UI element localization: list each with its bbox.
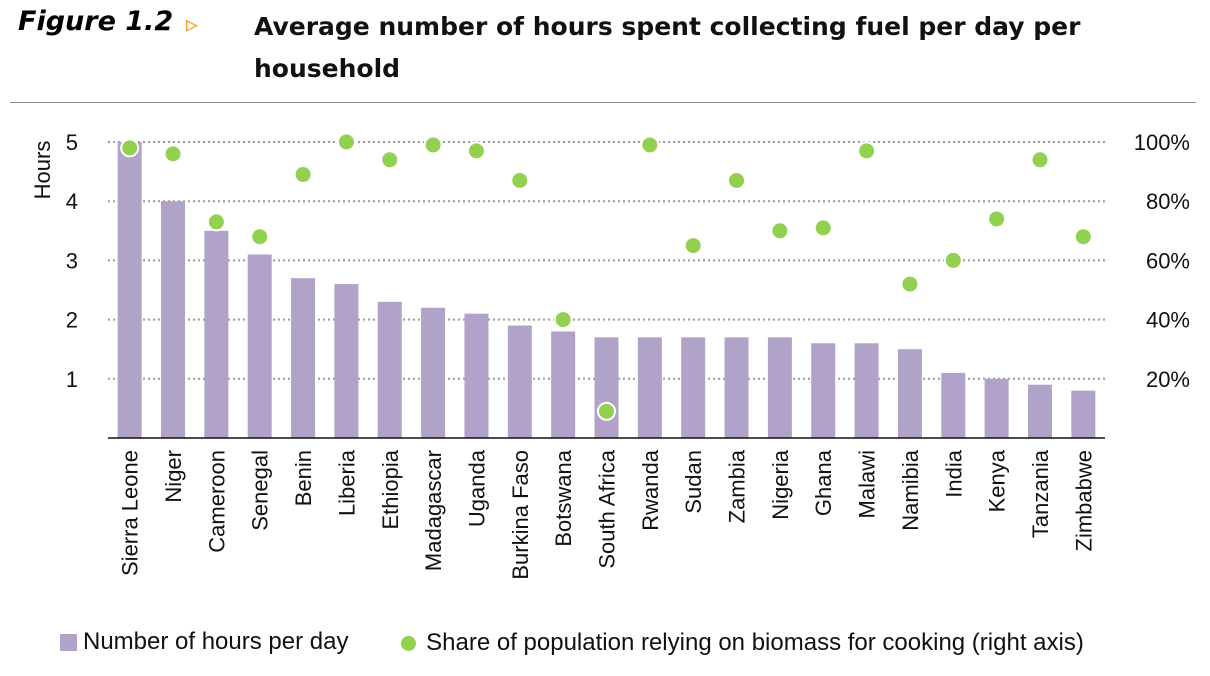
point-ethiopia [380, 150, 400, 170]
bar-namibia [897, 349, 922, 438]
point-kenya [987, 209, 1007, 229]
x-tick-label-16: Ghana [811, 449, 836, 516]
bar-benin [291, 278, 316, 438]
x-tick-label-12: Rwanda [638, 449, 663, 530]
y-axis-title: Hours [30, 141, 55, 200]
legend-label-hours: Number of hours per day [83, 628, 349, 655]
bar-zambia [724, 337, 749, 438]
bar-burkina-faso [507, 325, 532, 438]
point-nigeria [770, 221, 790, 241]
x-tick-label-20: Kenya [985, 449, 1010, 512]
point-malawi [857, 141, 877, 161]
bar-india [941, 372, 966, 438]
point-zimbabwe [1073, 227, 1093, 247]
figure-arrow-icon: ▹ [186, 11, 199, 38]
bar-zimbabwe [1071, 390, 1096, 438]
point-south-africa [597, 401, 616, 421]
x-tick-label-0: Sierra Leone [118, 450, 143, 576]
bar-niger [161, 201, 186, 438]
legend-item-hours: Number of hours per day [60, 628, 348, 656]
x-tick-label-15: Nigeria [768, 449, 793, 519]
x-tick-label-14: Zambia [725, 449, 750, 523]
bar-rwanda [637, 337, 662, 438]
x-tick-label-11: South Africa [595, 449, 620, 568]
x-tick-label-19: India [941, 449, 966, 497]
point-botswana [553, 310, 573, 330]
y-tick-label-1: 2 [66, 308, 78, 333]
bar-madagascar [421, 307, 446, 438]
y2-tick-label-4: 100% [1134, 130, 1190, 155]
bar-kenya [984, 378, 1009, 438]
point-liberia [336, 132, 356, 152]
point-namibia [900, 274, 920, 294]
y-tick-label-2: 3 [66, 248, 78, 273]
y-tick-label-4: 5 [66, 130, 78, 155]
point-rwanda [640, 135, 660, 155]
bar-nigeria [767, 337, 792, 438]
x-tick-label-9: Burkina Faso [508, 450, 533, 580]
point-benin [293, 165, 313, 185]
bar-uganda [464, 313, 489, 438]
point-zambia [727, 170, 747, 190]
y2-tick-label-2: 60% [1146, 248, 1190, 273]
bar-malawi [854, 343, 879, 438]
y2-tick-label-3: 80% [1146, 189, 1190, 214]
bar-scatter-chart: 1 2 3 4 5 20% 40% 60% 80% 100% Hours Sierra Leone Ni… [30, 130, 1190, 580]
y2-tick-label-0: 20% [1146, 367, 1190, 392]
point-burkina-faso [510, 170, 530, 190]
point-senegal [250, 227, 270, 247]
x-tick-label-21: Tanzania [1028, 449, 1053, 538]
x-tick-label-18: Namibia [898, 449, 923, 530]
figure-title: Average number of hours spent collecting… [254, 6, 1154, 90]
bar-cameroon [204, 230, 229, 438]
legend-dot-swatch [401, 635, 417, 651]
figure-title-line2: household [254, 54, 401, 83]
point-cameroon [206, 212, 226, 232]
x-tick-label-22: Zimbabwe [1071, 450, 1096, 551]
point-india [943, 250, 963, 270]
point-ghana [813, 218, 833, 238]
bar-botswana [551, 331, 576, 438]
point-madagascar [423, 135, 443, 155]
x-tick-label-2: Cameroon [204, 450, 229, 553]
y2-tick-label-1: 40% [1146, 308, 1190, 333]
legend-label-biomass: Share of population relying on biomass f… [426, 629, 1084, 656]
bar-senegal [247, 254, 272, 438]
chart-legend: Number of hours per day Share of populat… [60, 628, 1130, 658]
y-tick-label-0: 1 [66, 367, 78, 392]
y-tick-label-3: 4 [66, 189, 78, 214]
point-tanzania [1030, 150, 1050, 170]
x-tick-label-6: Ethiopia [378, 449, 403, 529]
point-uganda [466, 141, 486, 161]
point-niger [163, 144, 183, 164]
legend-bar-swatch [60, 633, 77, 651]
x-tick-label-1: Niger [161, 450, 186, 503]
bar-ghana [811, 343, 836, 438]
bar-tanzania [1027, 384, 1052, 438]
x-tick-label-17: Malawi [855, 450, 880, 518]
bar-liberia [334, 284, 359, 438]
x-tick-label-4: Benin [291, 450, 316, 506]
x-tick-label-10: Botswana [551, 449, 576, 546]
x-tick-label-13: Sudan [681, 450, 706, 514]
figure-title-line1: Average number of hours spent collecting… [254, 12, 1081, 41]
point-sudan [683, 236, 703, 256]
legend-item-biomass: Share of population relying on biomass f… [401, 629, 1084, 657]
point-sierra-leone [120, 138, 140, 158]
title-divider [10, 102, 1196, 103]
x-tick-label-5: Liberia [334, 449, 359, 516]
bar-sudan [681, 337, 706, 438]
bar-south-africa [594, 337, 619, 438]
figure-label: Figure 1.2 [18, 6, 174, 37]
x-tick-label-3: Senegal [248, 450, 273, 531]
bar-sierra-leone [117, 142, 142, 438]
bar-ethiopia [377, 301, 402, 438]
x-tick-label-8: Uganda [464, 449, 489, 527]
x-tick-label-7: Madagascar [421, 450, 446, 571]
